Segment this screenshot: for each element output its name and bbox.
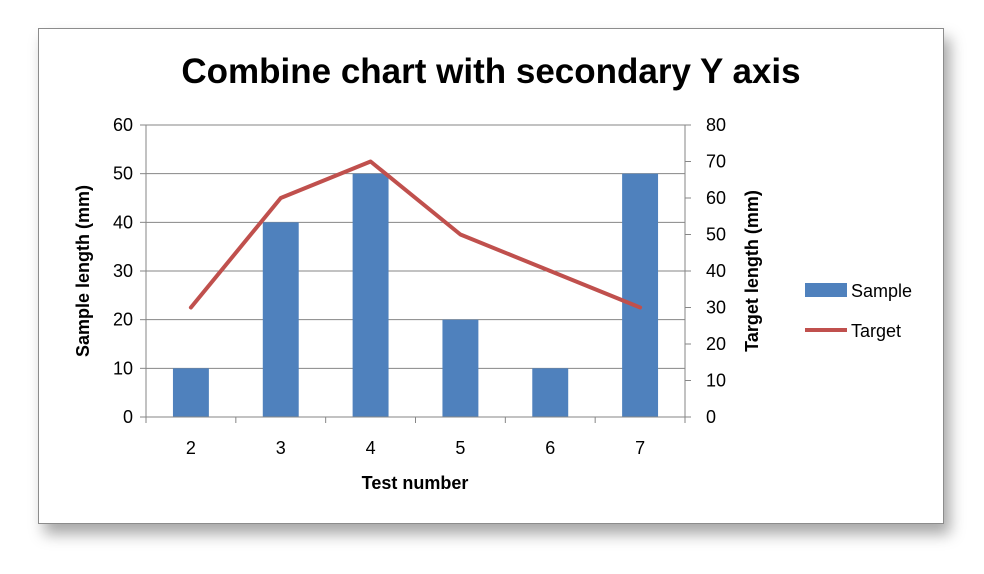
x-tick-label: 7 <box>635 438 645 458</box>
bar-series-sample <box>172 173 659 417</box>
y2-tick-label: 10 <box>706 371 726 391</box>
chart-title: Combine chart with secondary Y axis <box>181 52 800 91</box>
bar <box>352 173 389 417</box>
y2-tick-label: 40 <box>706 261 726 281</box>
legend-swatch-sample <box>805 283 847 297</box>
chart-frame <box>38 28 944 524</box>
line-point <box>639 307 641 308</box>
y-axis-title: Sample length (mm) <box>73 185 93 357</box>
bar <box>622 173 659 417</box>
x-tick-label: 3 <box>276 438 286 458</box>
bar <box>532 368 569 417</box>
legend-label-target: Target <box>851 321 901 341</box>
y-tick-label: 10 <box>113 358 133 378</box>
line-point <box>370 161 372 162</box>
y-tick-label: 40 <box>113 212 133 232</box>
line-point <box>549 270 551 272</box>
y2-tick-label: 30 <box>706 298 726 318</box>
x-tick-label: 5 <box>455 438 465 458</box>
bar <box>442 319 479 417</box>
y2-tick-label: 20 <box>706 334 726 354</box>
x-tick-label: 4 <box>366 438 376 458</box>
y2-axis-title: Target length (mm) <box>742 190 762 352</box>
y2-tick-label: 70 <box>706 152 726 172</box>
line-series-target <box>188 159 643 310</box>
y2-tick-label: 80 <box>706 115 726 135</box>
x-tick-label: 6 <box>545 438 555 458</box>
line-point <box>280 197 282 199</box>
tick-labels: 0 10 20 30 40 50 60 0 10 20 30 40 50 60 70 80 2 3 4 5 6 7 <box>113 115 726 458</box>
x-tick-label: 2 <box>186 438 196 458</box>
axes <box>140 124 691 423</box>
gridlines <box>146 124 685 369</box>
legend: Sample Target <box>805 281 912 341</box>
bar <box>172 368 209 417</box>
y2-tick-label: 60 <box>706 188 726 208</box>
y-tick-label: 30 <box>113 261 133 281</box>
y2-tick-label: 50 <box>706 225 726 245</box>
y-tick-label: 20 <box>113 310 133 330</box>
bar <box>262 222 299 417</box>
x-axis-title: Test number <box>362 473 469 493</box>
y2-tick-label: 0 <box>706 407 716 427</box>
y-tick-label: 50 <box>113 164 133 184</box>
y-tick-label: 0 <box>123 407 133 427</box>
y-tick-label: 60 <box>113 115 133 135</box>
line-point <box>459 234 461 235</box>
legend-label-sample: Sample <box>851 281 912 301</box>
target-line <box>188 159 643 310</box>
line-point <box>190 307 192 308</box>
